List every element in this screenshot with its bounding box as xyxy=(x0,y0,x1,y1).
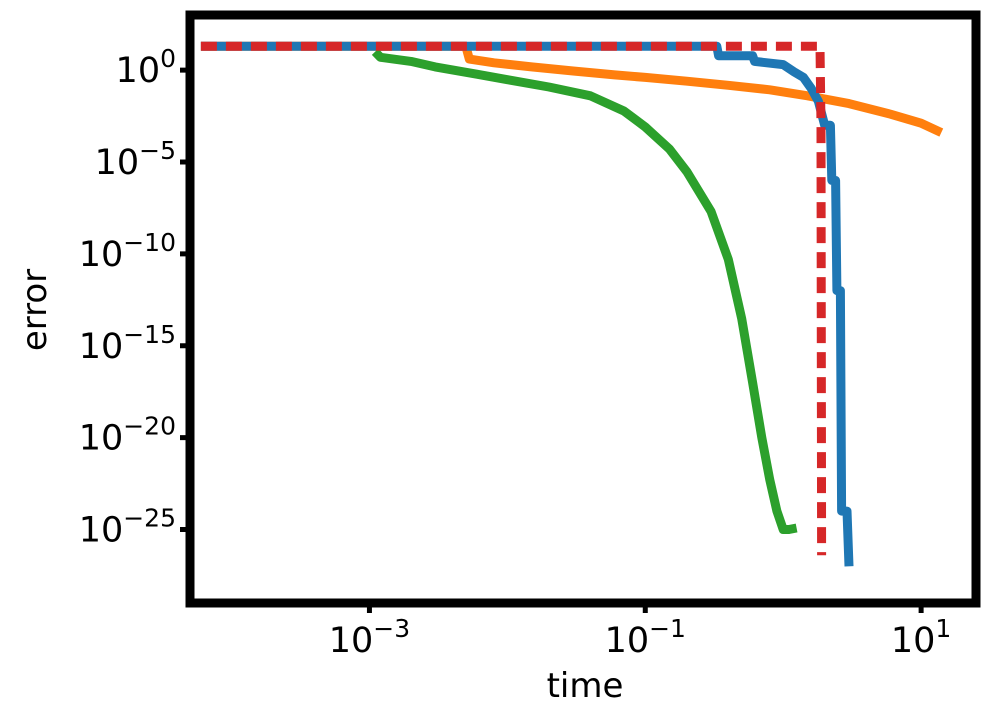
x-tick-label-2: 10−1 xyxy=(605,614,686,661)
x-axis-label: time xyxy=(547,666,624,706)
y-tick-label-6: 10−25 xyxy=(79,504,176,551)
y-tick-label-1: 100 xyxy=(116,44,176,91)
y-tick-label-3: 10−10 xyxy=(79,228,176,275)
y-axis: 100 10−5 10−10 10−15 10−20 10−25 xyxy=(79,44,190,551)
series-line-2 xyxy=(200,41,854,567)
y-axis-label: error xyxy=(15,269,55,351)
y-tick-label-2: 10−5 xyxy=(95,136,176,183)
series-line-3 xyxy=(371,48,798,534)
x-tick-label-1: 10−3 xyxy=(329,614,410,661)
y-tick-label-5: 10−20 xyxy=(79,412,176,459)
series-line-4 xyxy=(200,41,827,556)
x-axis: 10−3 10−1 101 xyxy=(329,603,951,661)
plot-frame xyxy=(185,10,981,608)
series-line-1 xyxy=(200,41,944,137)
x-tick-label-3: 101 xyxy=(891,614,951,661)
series-layer xyxy=(200,41,944,567)
y-tick-label-4: 10−15 xyxy=(79,320,176,367)
